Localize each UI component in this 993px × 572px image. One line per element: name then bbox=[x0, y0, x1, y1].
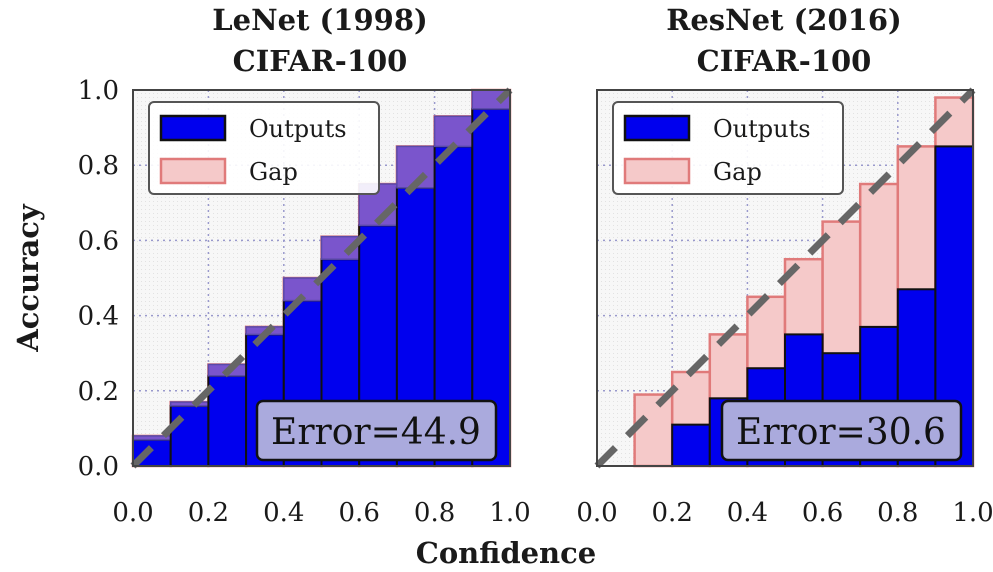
y-tick-label: 0.0 bbox=[78, 452, 119, 482]
perfect-calibration-line bbox=[594, 87, 976, 469]
chart-title-line-2: CIFAR-100 bbox=[697, 44, 872, 78]
legend-label-gap: Gap bbox=[249, 158, 298, 186]
x-tick-labels: 0.0 0.2 0.4 0.6 0.8 1.0 bbox=[576, 498, 993, 528]
legend-label-outputs: Outputs bbox=[249, 115, 347, 143]
plot-frame bbox=[132, 89, 511, 467]
legend: Outputs Gap bbox=[612, 101, 844, 195]
x-tick-label: 0.6 bbox=[339, 498, 380, 528]
y-tick-labels: 0.0 0.2 0.4 0.6 0.8 1.0 bbox=[78, 76, 119, 482]
x-tick-label: 0.0 bbox=[576, 498, 617, 528]
legend-label-gap: Gap bbox=[713, 158, 762, 186]
x-tick-label: 1.0 bbox=[489, 498, 530, 528]
chart-title-line-1: ResNet (2016) bbox=[666, 3, 901, 37]
legend-label-outputs: Outputs bbox=[713, 115, 811, 143]
error-annotation: Error=44.9 bbox=[255, 399, 498, 462]
plot-frame bbox=[596, 89, 974, 467]
legend-swatch-outputs bbox=[159, 114, 227, 142]
y-tick-label: 0.6 bbox=[78, 226, 119, 256]
perfect-calibration-line bbox=[130, 87, 513, 469]
x-tick-label: 0.8 bbox=[877, 498, 918, 528]
error-label: Error=44.9 bbox=[271, 412, 481, 453]
y-tick-label: 1.0 bbox=[78, 76, 119, 106]
outputs-bar bbox=[671, 423, 711, 468]
gap-overlap-bar bbox=[169, 401, 210, 407]
x-tick-label: 1.0 bbox=[952, 498, 993, 528]
y-tick-label: 0.4 bbox=[78, 302, 119, 332]
x-tick-label: 0.8 bbox=[414, 498, 455, 528]
y-axis-label: Accuracy bbox=[11, 203, 45, 353]
x-tick-label: 0.4 bbox=[263, 498, 304, 528]
chart-title-line-1: LeNet (1998) bbox=[212, 3, 427, 37]
y-tick-label: 0.2 bbox=[78, 377, 119, 407]
gap-bar bbox=[633, 393, 674, 468]
x-tick-label: 0.6 bbox=[802, 498, 843, 528]
error-box bbox=[720, 399, 963, 462]
error-box bbox=[255, 399, 498, 462]
x-tick-label: 0.0 bbox=[112, 498, 153, 528]
x-tick-label: 0.4 bbox=[727, 498, 768, 528]
error-annotation: Error=30.6 bbox=[720, 399, 963, 462]
chart-panel-lenet: LeNet (1998) CIFAR-100 Outputs Gap Error… bbox=[78, 3, 531, 528]
x-tick-labels: 0.0 0.2 0.4 0.6 0.8 1.0 bbox=[112, 498, 530, 528]
x-tick-label: 0.2 bbox=[188, 498, 229, 528]
legend-swatch-gap bbox=[159, 157, 227, 185]
error-label: Error=30.6 bbox=[736, 412, 946, 453]
legend: Outputs Gap bbox=[148, 101, 380, 195]
chart-panel-resnet: ResNet (2016) CIFAR-100 Outputs Gap Erro… bbox=[576, 3, 993, 528]
legend-swatch-outputs bbox=[623, 114, 691, 142]
outputs-bar bbox=[169, 404, 210, 467]
x-axis-label: Confidence bbox=[416, 536, 597, 570]
chart-title-line-2: CIFAR-100 bbox=[233, 44, 408, 78]
y-tick-label: 0.8 bbox=[78, 151, 119, 181]
x-tick-label: 0.2 bbox=[652, 498, 693, 528]
legend-swatch-gap bbox=[623, 157, 691, 185]
